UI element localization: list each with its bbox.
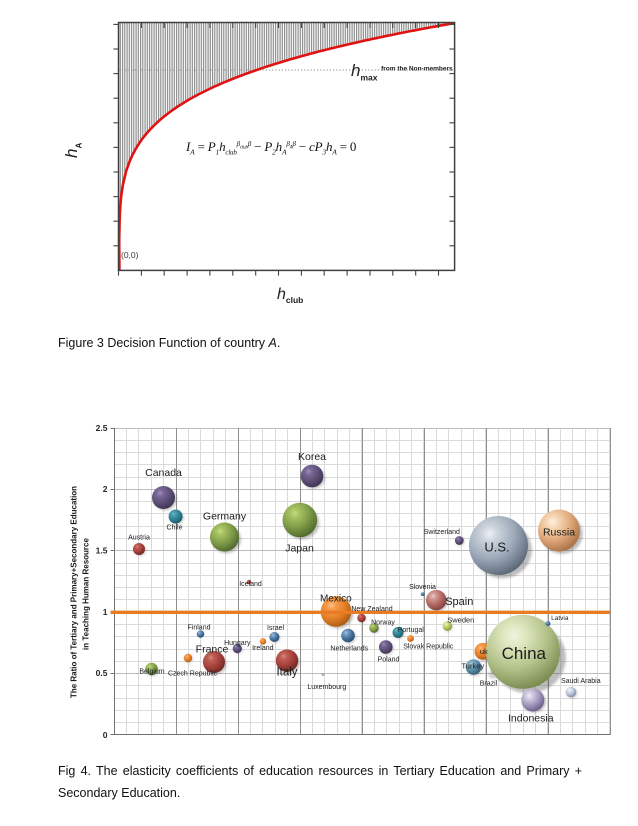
- svg-text:1.5: 1.5: [96, 546, 108, 556]
- svg-text:Mexico: Mexico: [320, 594, 352, 605]
- svg-text:New Zealand: New Zealand: [351, 606, 392, 613]
- svg-text:Netherlands: Netherlands: [330, 646, 368, 653]
- svg-text:2: 2: [103, 484, 108, 494]
- svg-text:Ireland: Ireland: [252, 645, 274, 652]
- svg-text:Austria: Austria: [128, 535, 150, 542]
- svg-text:Turkey: Turkey: [461, 662, 484, 671]
- svg-text:Luxembourg: Luxembourg: [307, 684, 346, 691]
- svg-text:Finland: Finland: [188, 625, 211, 632]
- svg-text:Korea: Korea: [298, 451, 326, 463]
- svg-text:Japan: Japan: [285, 543, 314, 555]
- svg-text:Sweden: Sweden: [447, 615, 474, 624]
- svg-text:Spain: Spain: [445, 596, 473, 608]
- svg-text:France: France: [196, 644, 229, 656]
- svg-text:0: 0: [103, 730, 108, 740]
- svg-text:Belgium: Belgium: [139, 668, 164, 675]
- svg-text:The Ratio of Tertiary and Pri: The Ratio of Tertiary and Primary+Second…: [70, 486, 79, 698]
- svg-text:Hungary: Hungary: [224, 640, 251, 647]
- svg-text:Czech Republic: Czech Republic: [168, 671, 218, 678]
- svg-text:in Teaching Human Resource: in Teaching Human Resource: [82, 538, 91, 650]
- svg-text:Switzerland: Switzerland: [424, 529, 460, 536]
- svg-text:Chile: Chile: [167, 525, 183, 532]
- svg-text:Saudi Arabia: Saudi Arabia: [561, 678, 601, 685]
- svg-text:Latvia: Latvia: [551, 615, 569, 622]
- svg-text:Italy: Italy: [276, 667, 297, 679]
- svg-text:Iceland: Iceland: [239, 581, 262, 588]
- svg-text:0.5: 0.5: [96, 668, 108, 678]
- svg-text:Portugal: Portugal: [398, 627, 425, 634]
- svg-text:U.S.: U.S.: [484, 540, 509, 555]
- svg-text:Germany: Germany: [203, 511, 247, 523]
- svg-text:Poland: Poland: [378, 657, 400, 664]
- svg-text:1: 1: [103, 607, 108, 617]
- svg-text:Canada: Canada: [145, 467, 182, 479]
- svg-text:Brazil: Brazil: [480, 681, 498, 688]
- svg-text:China: China: [502, 644, 547, 663]
- svg-text:Slovenia: Slovenia: [409, 584, 436, 591]
- svg-text:Indonesia: Indonesia: [508, 713, 554, 725]
- svg-text:uk: uk: [480, 647, 488, 656]
- svg-text:Israel: Israel: [267, 625, 285, 632]
- svg-text:Russia: Russia: [543, 527, 575, 539]
- svg-text:Slovak Republic: Slovak Republic: [403, 644, 454, 651]
- svg-text:Norway: Norway: [371, 620, 395, 627]
- svg-text:2.5: 2.5: [96, 423, 108, 433]
